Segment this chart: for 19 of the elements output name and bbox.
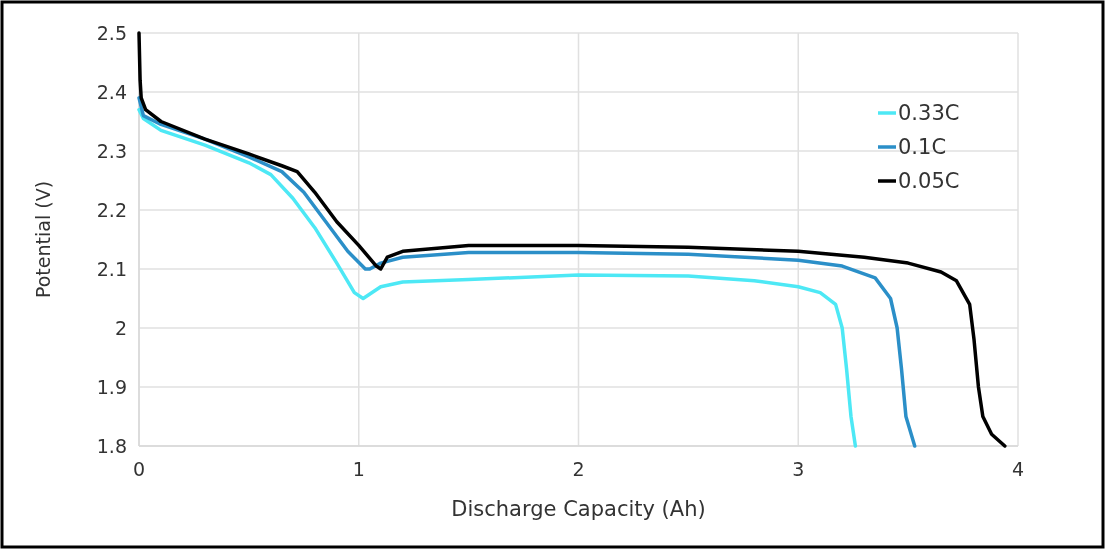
x-axis-title: Discharge Capacity (Ah): [451, 497, 706, 521]
y-tick-label: 2: [114, 316, 127, 339]
line-series: [137, 31, 1007, 448]
x-tick-label: 2: [572, 458, 585, 480]
legend-label: 0.05C: [898, 169, 960, 194]
y-tick-label: 2.4: [96, 80, 127, 103]
y-axis-title: Potential (V): [32, 180, 54, 299]
legend-label: 0.1C: [898, 135, 947, 160]
x-tick-label: 4: [1011, 458, 1025, 480]
y-tick-label: 1.9: [96, 375, 127, 398]
x-tick-label: 0: [132, 458, 146, 480]
legend-label: 0.33C: [898, 101, 960, 126]
y-tick-label: 2.3: [96, 139, 127, 162]
y-tick-label: 2.2: [96, 198, 127, 221]
y-tick-label: 1.8: [96, 434, 127, 457]
x-tick-label: 1: [352, 458, 365, 480]
y-tick-label: 2.5: [96, 21, 127, 44]
x-tick-label: 3: [792, 458, 805, 480]
y-tick-label: 2.1: [96, 257, 127, 280]
